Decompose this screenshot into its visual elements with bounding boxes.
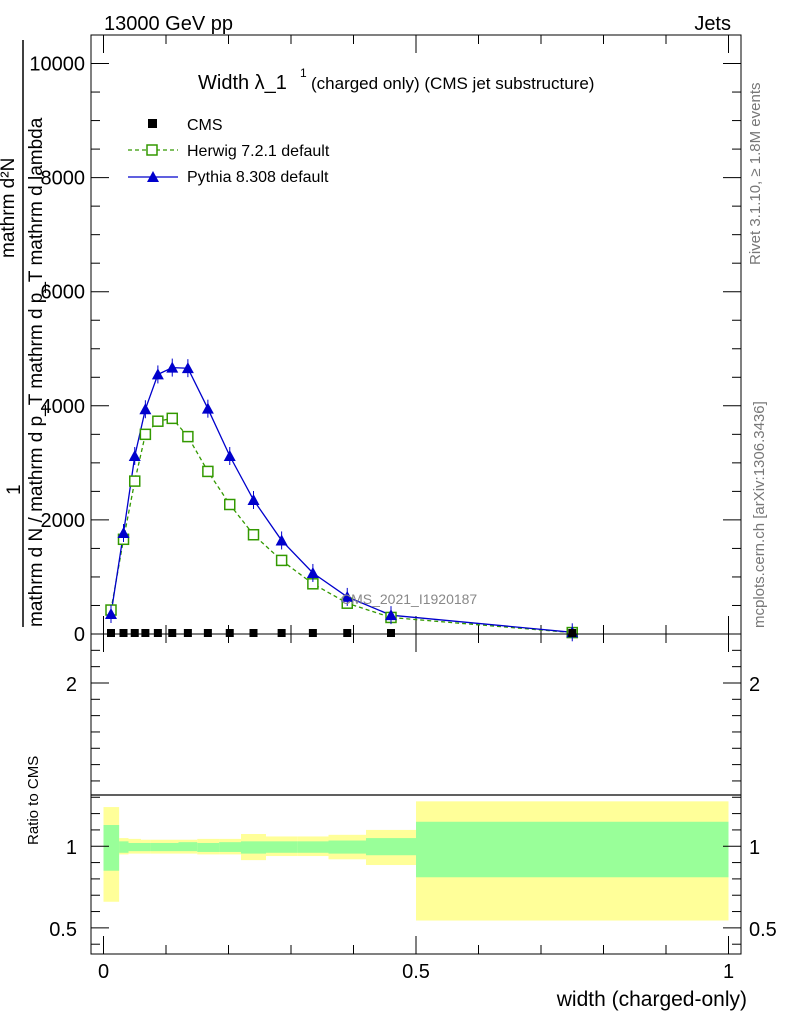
analysis-watermark: CMS_2021_I1920187 [341,591,477,607]
main-series-layer [105,358,579,642]
rivet-version-label: Rivet 3.1.10, ≥ 1.8M events [747,83,764,266]
ratio-y-tick-label-right: 0.5 [749,919,777,941]
pythia-point [275,534,288,546]
cms-point [119,629,128,637]
pythia-point [201,402,214,414]
pythia-point [139,403,152,415]
ratio-green-band [297,841,329,853]
ratio-green-band [141,842,151,852]
main-y-tick-label: 6000 [41,282,86,304]
ratio-green-band [197,842,220,852]
cms-point [183,629,192,637]
main-y-tick-label: 10000 [29,54,85,76]
legend: CMS Herwig 7.2.1 default Pythia 8.308 de… [128,117,330,186]
pythia-point [181,362,194,374]
main-y-tick-label: 0 [74,624,85,646]
cms-point [141,629,150,637]
x-tick-label: 0 [98,961,109,983]
ratio-green-band [128,842,141,852]
ratio-y-axis-label: Ratio to CMS [25,756,42,845]
cms-point [130,629,139,637]
ratio-green-band [266,841,298,853]
ratio-bands-layer [103,801,729,921]
herwig-point [182,430,194,443]
pythia-point [151,368,164,380]
cms-point [153,629,162,637]
ratio-axis-ticks: 0.5 0.5 1 1 2 2 0 0.5 1 [49,634,777,983]
ratio-green-band [103,825,120,871]
cms-point [203,629,212,637]
pythia-point [223,450,236,462]
y-label-numerator: mathrm d²N [0,158,19,258]
legend-label-pythia: Pythia 8.308 default [187,169,329,186]
main-y-tick-label: 2000 [41,510,86,532]
pythia-point [128,450,141,462]
main-y-axis-label: mathrm d N / mathrm d p_T mathrm d p_T m… [0,40,47,627]
herwig-point [275,554,288,567]
cms-point [107,629,115,637]
cms-point [277,629,286,637]
pythia-point [306,566,319,578]
x-tick-label: 0.5 [402,961,430,983]
ratio-green-band [328,840,366,854]
y-label-one: 1 [4,484,25,495]
main-axis-ticks: 0 2000 4000 6000 8000 10000 [29,34,741,646]
pythia-point [385,609,397,621]
chart-title-main: Width λ_1 [198,72,287,94]
herwig-point [129,475,141,487]
pythia-point [117,527,130,539]
chart-title-superscript: 1 [300,66,307,80]
pythia-point [247,493,260,505]
cms-point [168,629,177,637]
category-label: Jets [694,13,731,35]
herwig-point [152,415,164,427]
chart-title: Width λ_1 1 (charged only) (CMS jet subs… [198,66,594,94]
ratio-green-band [166,842,179,852]
cms-point [568,629,577,637]
chart-title-subtitle: (charged only) (CMS jet substructure) [311,74,594,93]
herwig-point [224,498,236,511]
herwig-point [202,465,214,478]
ratio-green-band [416,821,729,878]
pythia-point [166,361,179,373]
ratio-y-tick-label-right: 2 [749,674,760,696]
cms-point [225,629,234,637]
legend-label-herwig: Herwig 7.2.1 default [187,143,330,160]
ratio-y-tick-label: 2 [66,674,77,696]
ratio-green-band [219,842,241,852]
herwig-point [166,412,178,425]
main-y-tick-label: 4000 [41,396,86,418]
ratio-y-tick-label-right: 1 [749,837,760,859]
pythia-point [341,590,354,602]
ratio-green-band [241,841,266,854]
cms-point [249,629,258,637]
cms-point [308,629,317,637]
ratio-green-band [150,842,166,852]
cms-point [343,629,352,637]
main-y-tick-label: 8000 [41,168,86,190]
mcplots-label: mcplots.cern.ch [arXiv:1306.3436] [751,401,768,628]
ratio-green-band [366,838,416,856]
ratio-green-band [119,841,129,853]
legend-marker-herwig [146,144,158,156]
pythia-point [105,608,117,620]
ratio-green-band [178,842,198,852]
x-tick-label: 1 [723,961,734,983]
x-axis-label: width (charged-only) [556,988,747,1011]
ratio-y-tick-label: 0.5 [49,919,77,941]
herwig-point [247,528,260,541]
energy-label: 13000 GeV pp [104,13,233,35]
herwig-point [139,428,152,441]
legend-marker-pythia [147,171,159,182]
ratio-y-tick-label: 1 [66,837,77,859]
y-label-denominator: mathrm d N / mathrm d p_T mathrm d p_T m… [26,117,47,627]
legend-label-cms: CMS [187,117,223,134]
legend-marker-cms [148,119,157,128]
cms-point [387,629,395,637]
